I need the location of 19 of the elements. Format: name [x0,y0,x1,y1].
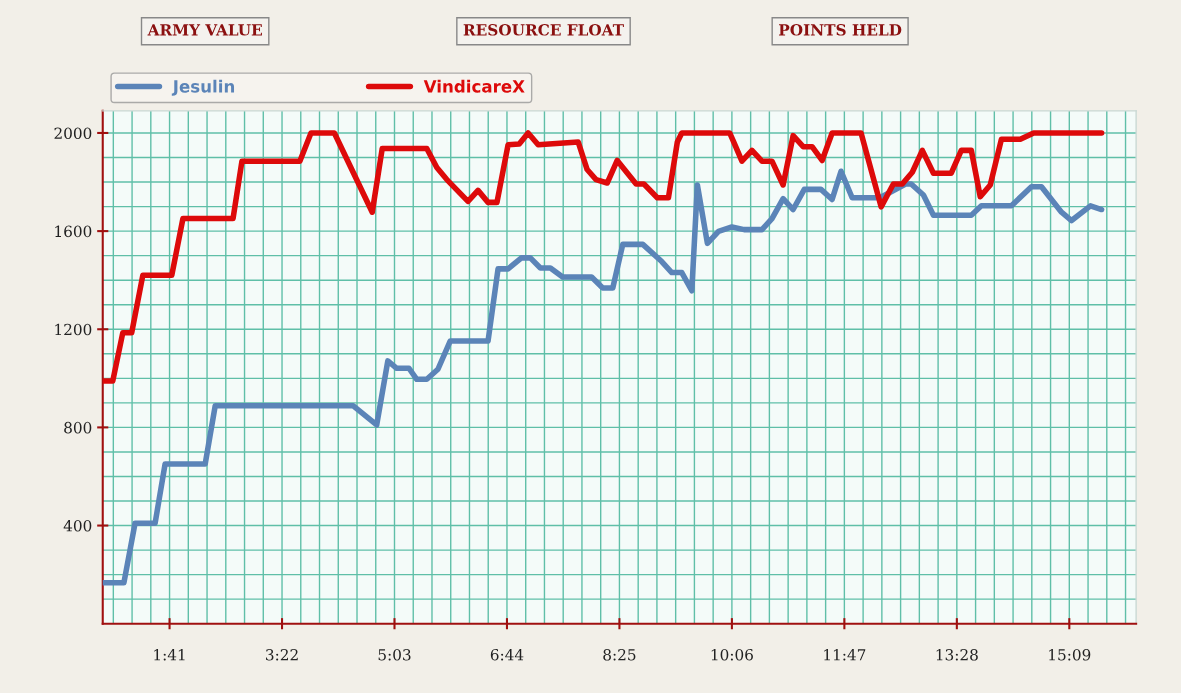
x-tick-label: 13:28 [936,648,978,661]
y-tick-label: 1200 [55,323,92,336]
y-tick-label: 1600 [55,225,92,238]
y-tick-label: 2000 [54,127,92,139]
text: RESOURCE FLOAT [463,24,624,36]
x-tick-label: 8:25 [603,648,636,661]
x-tick-label: 1:41 [154,648,185,661]
y-tick-label: 400 [63,520,92,532]
x-tick-label: 11:47 [824,648,866,661]
text: POINTS HELD [779,24,902,36]
x-tick-label: 5:03 [378,648,411,661]
legend-label: Jesulin [171,79,235,96]
x-tick-label: 6:44 [490,648,524,661]
x-tick-label: 10:06 [711,648,753,661]
y-tick-label: 800 [64,421,92,434]
x-tick-label: 3:22 [266,648,298,661]
text: ARMY VALUE [147,24,262,36]
legend-label: VindicareX [423,79,525,93]
x-tick-label: 15:09 [1049,648,1091,661]
